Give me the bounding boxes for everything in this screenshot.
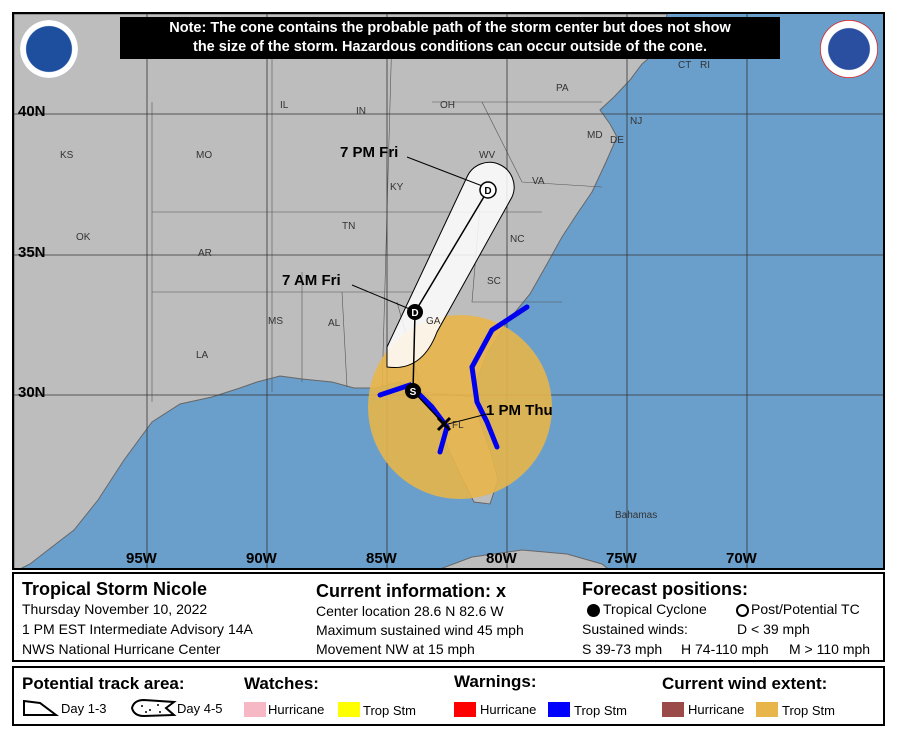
warnings-title: Warnings:: [454, 672, 537, 691]
center-location: Center location 28.6 N 82.6 W: [316, 603, 504, 619]
state-label: OH: [440, 100, 455, 111]
lon-label: 80W: [486, 550, 517, 567]
nws-logo: [820, 20, 878, 78]
tropical-cyclone-icon: [587, 604, 600, 617]
state-label: LA: [196, 350, 209, 361]
state-label: KY: [390, 182, 404, 193]
track-line: [412, 189, 489, 425]
m-range: M > 110 mph: [789, 641, 871, 657]
max-wind: Maximum sustained wind 45 mph: [316, 622, 524, 638]
storm-name: Tropical Storm Nicole: [22, 579, 208, 599]
d-range: D < 39 mph: [737, 621, 810, 637]
map: S D D: [12, 12, 885, 570]
lat-label: 35N: [18, 244, 46, 261]
lon-label: 90W: [246, 550, 277, 567]
forecast-marker-d-fri-pm[interactable]: D: [479, 181, 497, 199]
time-label-1pm-thu: 1 PM Thu: [486, 402, 553, 419]
cone-note: Note: The cone contains the probable pat…: [120, 17, 780, 59]
state-label: SC: [487, 276, 501, 287]
forecast-marker-s[interactable]: S: [405, 383, 421, 399]
forecast-marker-d-fri-am[interactable]: D: [407, 304, 423, 320]
state-label: MO: [196, 150, 213, 161]
ts-warnings: [377, 304, 530, 455]
state-label: IN: [356, 106, 366, 117]
info-panel: Tropical Storm Nicole Thursday November …: [12, 572, 885, 662]
svg-text:D: D: [484, 186, 491, 197]
hurricane-warning-swatch: [454, 702, 476, 717]
state-label: VA: [532, 176, 545, 187]
movement: Movement NW at 15 mph: [316, 641, 475, 657]
svg-text:D: D: [411, 308, 418, 319]
post-tc-icon: [736, 604, 749, 617]
current-info-title: Current information: x: [316, 581, 507, 601]
lon-label: 95W: [126, 550, 157, 567]
ts-watch-label: Trop Stm: [363, 703, 416, 718]
watches-title: Watches:: [244, 674, 319, 693]
state-label: NJ: [630, 116, 643, 127]
hurricane-wind-label: Hurricane: [688, 702, 745, 717]
advisory-date: Thursday November 10, 2022: [22, 601, 208, 617]
ts-wind-swatch: [756, 702, 778, 717]
state-label: WV: [479, 150, 496, 161]
ts-warning-label: Trop Stm: [574, 703, 627, 718]
state-label: IL: [280, 100, 289, 111]
day45-label: Day 4-5: [177, 701, 223, 716]
bahamas-label: Bahamas: [615, 510, 658, 521]
state-label: FL: [452, 420, 464, 431]
forecast-title: Forecast positions:: [582, 579, 749, 599]
ts-watch-swatch: [338, 702, 360, 717]
wind-extent-title: Current wind extent:: [662, 674, 828, 693]
day13-label: Day 1-3: [61, 701, 107, 716]
day45-cone-icon: [130, 698, 177, 718]
lat-label: 30N: [18, 384, 46, 401]
sustained-label: Sustained winds:: [582, 621, 688, 637]
ts-warning-swatch: [548, 702, 570, 717]
state-label: CT: [678, 60, 692, 71]
issuing-center: NWS National Hurricane Center: [22, 641, 221, 657]
state-label: GA: [426, 316, 441, 327]
lat-label: 40N: [18, 103, 46, 120]
hurricane-watch-label: Hurricane: [268, 702, 325, 717]
map-canvas: S D D: [14, 14, 883, 568]
graticule: [14, 14, 883, 568]
lon-label: 85W: [366, 550, 397, 567]
state-label: KS: [60, 150, 74, 161]
track-area-title: Potential track area:: [22, 674, 185, 693]
noaa-logo: [20, 20, 78, 78]
state-label: NC: [510, 234, 525, 245]
ts-wind-label: Trop Stm: [782, 703, 835, 718]
advisory-number: 1 PM EST Intermediate Advisory 14A: [22, 621, 253, 637]
tc-label: Tropical Cyclone: [603, 601, 707, 617]
current-position-x-icon[interactable]: [436, 416, 452, 432]
state-label: TN: [342, 221, 356, 232]
state-label: DE: [610, 135, 624, 146]
state-label: AL: [328, 318, 341, 329]
cuba: [441, 549, 608, 568]
hurricane-watch-swatch: [244, 702, 266, 717]
state-label: AR: [198, 248, 212, 259]
state-label: MD: [587, 130, 603, 141]
h-range: H 74-110 mph: [681, 641, 769, 657]
legend-panel: Potential track area: Day 1-3 Day 4-5 Wa…: [12, 666, 885, 726]
time-label-7pm-fri: 7 PM Fri: [340, 144, 399, 161]
state-label: PA: [556, 83, 569, 94]
lon-label: 75W: [606, 550, 637, 567]
day13-cone-icon: [23, 699, 59, 716]
lon-label: 70W: [726, 550, 757, 567]
state-label: RI: [700, 60, 710, 71]
state-label: MS: [268, 316, 283, 327]
label-leaders: [351, 156, 488, 425]
svg-text:S: S: [410, 387, 417, 398]
state-label: OK: [76, 232, 91, 243]
time-label-7am-fri: 7 AM Fri: [282, 272, 341, 289]
hurricane-warning-label: Hurricane: [480, 702, 537, 717]
s-range: S 39-73 mph: [582, 641, 663, 657]
ptc-label: Post/Potential TC: [751, 601, 860, 617]
hurricane-wind-swatch: [662, 702, 684, 717]
